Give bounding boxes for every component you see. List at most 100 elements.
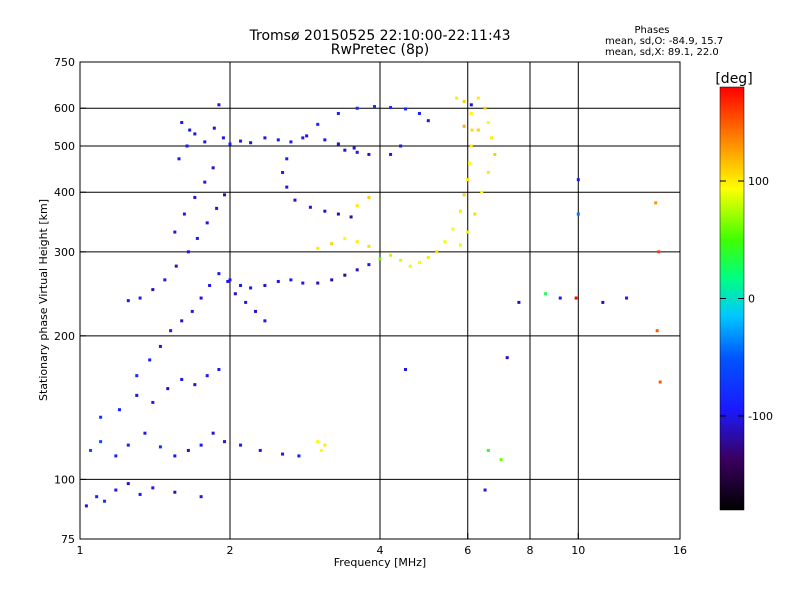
x-tick-label: 1 xyxy=(77,544,84,557)
data-point xyxy=(276,279,280,283)
data-point xyxy=(476,96,480,100)
data-point xyxy=(239,139,243,143)
data-point xyxy=(208,283,212,287)
data-point xyxy=(408,264,412,268)
data-point xyxy=(239,443,243,447)
data-point xyxy=(373,105,377,109)
y-tick-label: 200 xyxy=(54,330,75,343)
data-point xyxy=(654,201,658,205)
data-point xyxy=(195,236,199,240)
data-point xyxy=(469,103,473,107)
stats-o-mode: mean, sd,O: -84.9, 15.7 xyxy=(605,36,723,47)
data-point xyxy=(217,367,221,371)
data-point xyxy=(417,260,421,264)
x-tick-label: 2 xyxy=(227,544,234,557)
data-point xyxy=(186,250,190,254)
data-point xyxy=(228,278,232,282)
data-point xyxy=(203,140,207,144)
y-tick-label: 500 xyxy=(54,140,75,153)
data-point xyxy=(190,309,194,313)
data-point xyxy=(355,204,359,208)
data-point xyxy=(435,250,439,254)
data-point xyxy=(151,486,155,490)
data-point xyxy=(221,136,225,140)
grid-lines xyxy=(80,62,680,539)
data-point xyxy=(389,106,393,110)
data-point xyxy=(182,212,186,216)
data-point xyxy=(185,144,189,148)
data-point xyxy=(462,99,466,103)
data-point xyxy=(95,495,99,499)
data-point xyxy=(458,243,462,247)
data-point xyxy=(544,292,548,296)
data-point xyxy=(462,193,466,197)
data-point xyxy=(199,296,203,300)
data-point xyxy=(217,103,221,107)
data-point xyxy=(323,209,327,213)
data-point xyxy=(316,122,320,126)
data-point xyxy=(186,448,190,452)
colorbar-tick-label: -100 xyxy=(748,410,773,423)
data-point xyxy=(505,356,509,360)
data-point xyxy=(180,377,184,381)
x-tick-label: 10 xyxy=(571,544,585,557)
data-point xyxy=(426,255,430,259)
data-point xyxy=(378,257,382,261)
data-point xyxy=(173,230,177,234)
data-point xyxy=(285,157,289,161)
data-point xyxy=(499,458,503,462)
data-point xyxy=(367,195,371,199)
y-axis-ticks: 75 100 200 300 400 500 600 750 xyxy=(54,56,86,546)
colorbar-tick-label: 0 xyxy=(748,293,755,306)
data-point xyxy=(226,279,230,283)
data-point xyxy=(399,144,403,148)
data-point xyxy=(451,227,455,231)
stats-heading: Phases xyxy=(634,25,669,36)
data-point xyxy=(417,111,421,115)
data-point xyxy=(336,142,340,146)
data-point xyxy=(180,121,184,125)
y-tick-label: 400 xyxy=(54,186,75,199)
data-point xyxy=(367,152,371,156)
data-point xyxy=(657,250,661,254)
data-point xyxy=(293,198,297,202)
y-tick-label: 300 xyxy=(54,246,75,259)
data-point xyxy=(480,190,484,194)
data-point xyxy=(211,166,215,170)
data-point xyxy=(455,96,459,100)
data-point xyxy=(305,134,309,138)
data-point xyxy=(215,206,219,210)
data-point xyxy=(173,454,177,458)
data-point xyxy=(336,212,340,216)
data-point xyxy=(308,205,312,209)
data-point xyxy=(148,358,152,362)
data-point xyxy=(244,300,248,304)
data-point xyxy=(289,140,293,144)
data-point xyxy=(462,124,466,128)
data-point xyxy=(486,448,490,452)
data-point xyxy=(403,367,407,371)
data-point xyxy=(336,111,340,115)
data-point xyxy=(193,195,197,199)
data-point xyxy=(343,148,347,152)
x-tick-label: 8 xyxy=(527,544,534,557)
data-point xyxy=(228,142,232,146)
data-point xyxy=(483,488,487,492)
data-point xyxy=(473,212,477,216)
data-point xyxy=(476,128,480,132)
colorbar-ticks: 100 0 -100 xyxy=(720,175,773,423)
data-point xyxy=(389,152,393,156)
data-point xyxy=(316,246,320,250)
data-point xyxy=(625,296,629,300)
data-point xyxy=(355,240,359,244)
data-point xyxy=(173,490,177,494)
data-point xyxy=(205,221,209,225)
data-points xyxy=(84,96,662,508)
data-point xyxy=(103,499,107,503)
data-point xyxy=(469,111,473,115)
data-point xyxy=(399,258,403,262)
data-point xyxy=(205,374,209,378)
data-point xyxy=(466,230,470,234)
data-point xyxy=(126,443,130,447)
